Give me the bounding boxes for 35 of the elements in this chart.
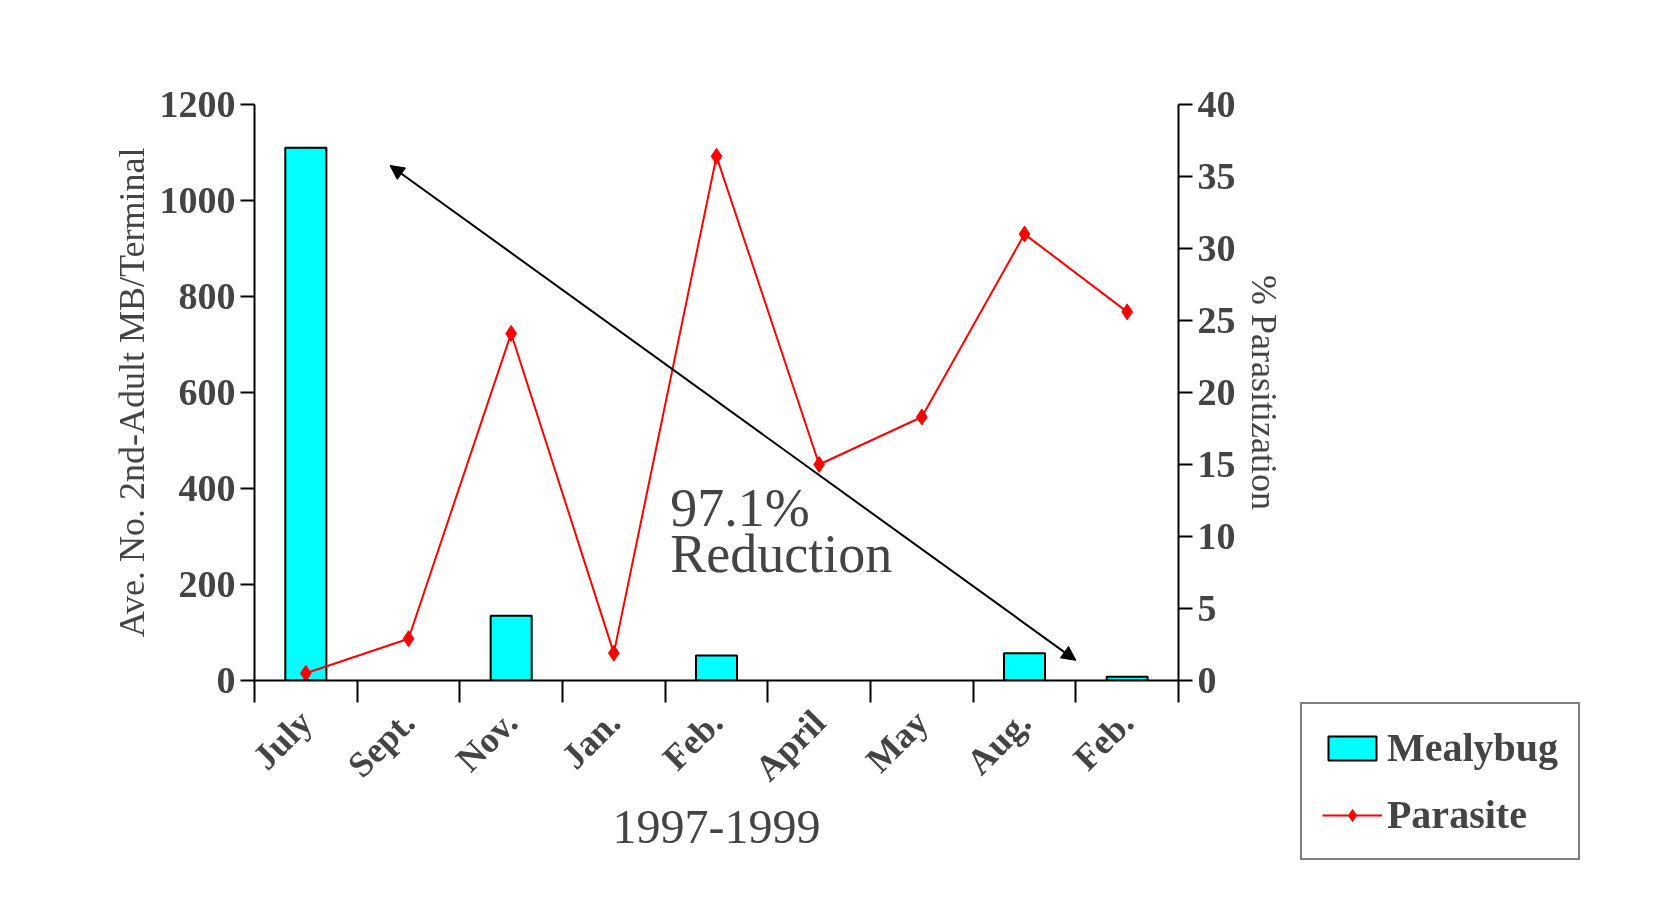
y2-tick-label: 0 [1197,659,1217,701]
y2-tick-label: 30 [1197,227,1236,269]
y2-tick-label: 20 [1197,371,1236,413]
y-tick-label: 1200 [159,83,236,125]
y2-tick-label: 15 [1197,443,1236,485]
legend-label: Mealybug [1386,724,1559,771]
y2-tick-label: 10 [1197,515,1236,557]
x-axis-title: 1997-1999 [612,799,821,853]
x-tick-label: May [858,702,936,781]
y-tick-label: 600 [178,371,236,413]
point [1018,225,1031,243]
x-tick-label: Feb. [1065,702,1142,779]
y2-tick-label: 35 [1197,155,1236,197]
y-tick-label: 800 [178,275,236,317]
point [710,147,723,165]
x-tick-label: Aug. [958,702,1039,783]
x-tick-label: Feb. [654,702,731,779]
point [300,664,312,681]
y-tick-label: 1000 [159,179,236,221]
x-tick-label: July [245,702,320,778]
legend-label: Parasite [1386,791,1527,838]
y-tick-label: 0 [216,659,236,701]
point [813,456,825,473]
y-tick-label: 400 [178,467,236,509]
x-tick-label: Jan. [553,702,628,777]
x-tick-label: Sept. [339,702,423,786]
y-axis-title: Ave. No. 2nd-Adult MB/Terminal [111,147,152,638]
y2-tick-label: 5 [1197,587,1217,629]
point [402,630,415,648]
y2-axis-title: % Parasitization [1243,275,1284,510]
y2-tick-label: 25 [1197,299,1236,341]
x-tick-label: Nov. [448,702,526,780]
y-tick-label: 200 [178,563,236,605]
annotation: 97.1% Reduction [670,478,893,585]
y2-tick-label: 40 [1197,83,1236,125]
